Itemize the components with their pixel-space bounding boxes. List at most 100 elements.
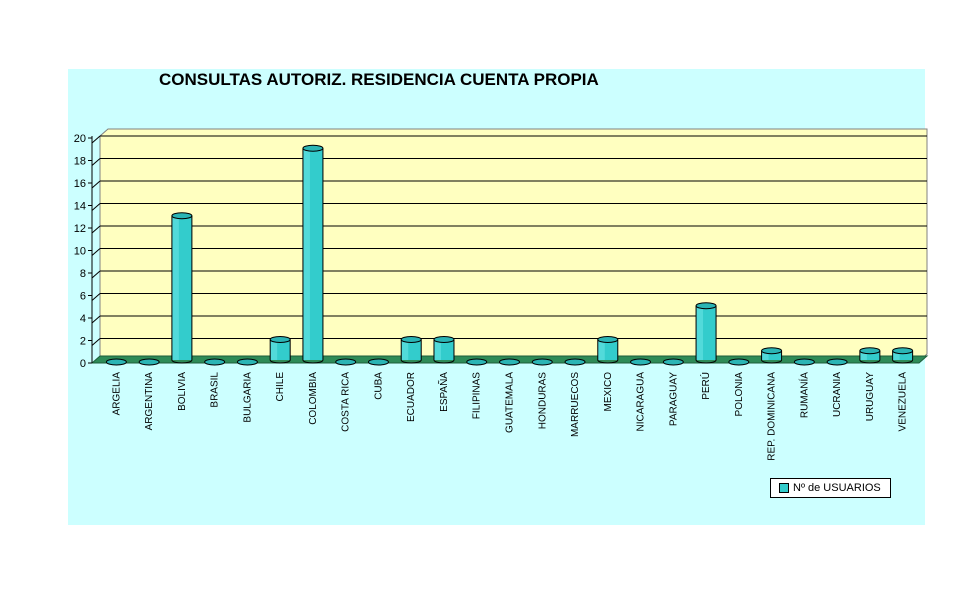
chart-title: CONSULTAS AUTORIZ. RESIDENCIA CUENTA PRO… — [159, 70, 599, 89]
bar-top — [662, 358, 684, 366]
bar-highlight — [270, 339, 278, 360]
y-tick-label: 16 — [74, 178, 86, 190]
bar — [466, 358, 488, 366]
x-tick-label: HONDURAS — [537, 372, 548, 430]
bar — [400, 336, 422, 364]
bar-base — [269, 359, 291, 364]
bar-base — [433, 359, 455, 364]
x-tick-label: PARAGUAY — [668, 372, 679, 426]
bar-base — [859, 359, 881, 364]
bar — [138, 358, 160, 366]
y-tick-label: 20 — [74, 133, 86, 145]
grid-line-diag — [91, 135, 101, 144]
bar-top — [302, 144, 324, 152]
x-tick-label: UCRANIA — [832, 372, 843, 417]
legend-label: Nº de USUARIOS — [793, 482, 881, 494]
bar-top — [793, 358, 815, 366]
y-tick-label: 14 — [74, 201, 86, 213]
bar-top — [499, 358, 520, 366]
bar-top — [171, 212, 193, 220]
bar — [204, 358, 226, 366]
x-tick-label: PERÚ — [699, 372, 712, 400]
x-tick-label: MEXICO — [603, 372, 614, 412]
bar-highlight — [401, 339, 409, 360]
x-tick-label: URUGUAY — [865, 372, 876, 422]
x-tick-label: ARGELIA — [111, 372, 122, 416]
bar-base — [171, 359, 193, 364]
x-tick-label: BULGARIA — [242, 372, 253, 423]
grid-line-diag — [91, 225, 101, 234]
bar — [695, 302, 717, 364]
bar-base — [302, 359, 324, 364]
bar-top — [335, 358, 357, 366]
x-tick-label: ARGENTINA — [144, 372, 155, 431]
bar — [433, 336, 455, 364]
bar — [367, 358, 389, 366]
bar-top — [400, 336, 422, 343]
bar — [236, 358, 258, 366]
bar-highlight — [892, 350, 900, 360]
grid-line-diag — [91, 293, 101, 301]
x-tick-label: CHILE — [275, 372, 286, 402]
x-tick-label: COLOMBIA — [308, 372, 319, 425]
x-tick-label: BOLIVIA — [177, 372, 188, 411]
x-tick-label: RUMANÍA — [797, 372, 810, 418]
x-tick-label: FILIPINAS — [472, 372, 483, 420]
plot-background — [99, 128, 928, 362]
bar-top — [138, 358, 160, 366]
y-tick-label: 12 — [74, 223, 86, 235]
y-tick-label: 6 — [80, 291, 86, 303]
x-tick-label: GUATEMALA — [505, 372, 516, 433]
bar-highlight — [859, 350, 867, 360]
bar-highlight — [171, 215, 179, 360]
bar — [793, 358, 815, 366]
bar-top — [564, 358, 586, 366]
grid-line-diag — [91, 158, 101, 166]
bar-top — [531, 358, 553, 366]
bar — [662, 358, 684, 366]
x-tick-label: BRASIL — [210, 372, 221, 408]
bar-base — [892, 359, 914, 364]
bar — [171, 212, 193, 364]
bar-top — [826, 358, 848, 366]
bar-base — [597, 359, 619, 364]
y-tick-label: 8 — [80, 268, 86, 280]
y-tick-label: 2 — [80, 336, 86, 348]
bar-top — [630, 358, 652, 366]
bar — [892, 347, 914, 364]
bar-top — [105, 358, 127, 366]
grid-line-diag — [91, 180, 101, 189]
bar-top — [695, 302, 717, 310]
grid-line-diag — [91, 315, 101, 324]
x-tick-label: NICARAGUA — [636, 372, 647, 432]
x-tick-label: POLONIA — [734, 372, 745, 417]
bar-top — [466, 358, 488, 366]
bar — [335, 358, 357, 366]
bar-top — [761, 347, 783, 355]
bar-base — [400, 359, 422, 364]
y-tick-label: 18 — [74, 156, 86, 168]
legend-swatch — [779, 483, 789, 493]
bar — [302, 144, 324, 364]
bar — [105, 358, 127, 366]
bar — [597, 336, 619, 364]
bar — [269, 336, 291, 364]
bar — [630, 358, 652, 366]
bar — [761, 347, 783, 364]
legend: Nº de USUARIOS — [770, 478, 891, 498]
bar-top — [367, 358, 389, 366]
y-tick-label: 10 — [74, 246, 86, 258]
bar-highlight — [597, 339, 605, 360]
grid-line-diag — [91, 270, 101, 279]
bar — [728, 358, 750, 366]
bar-highlight — [433, 339, 441, 360]
bar-top — [269, 336, 291, 343]
x-tick-label: ESPAÑA — [437, 372, 450, 412]
bar — [564, 358, 586, 366]
bar-top — [236, 358, 258, 366]
bar-highlight — [302, 148, 310, 360]
bar-top — [892, 347, 914, 355]
grid-line-diag — [91, 338, 101, 346]
grid-line-diag — [91, 203, 101, 211]
bar — [859, 347, 881, 364]
